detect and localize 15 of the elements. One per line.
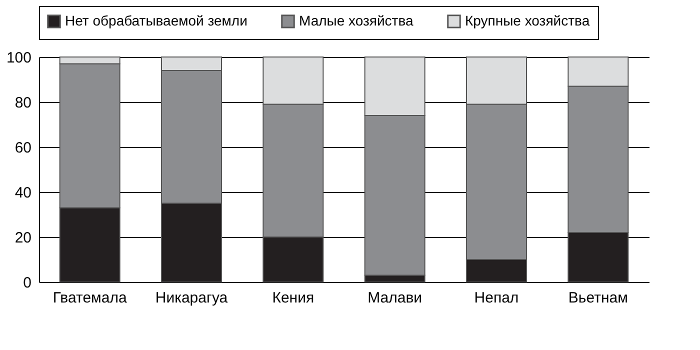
x-tick-label: Непал [474,290,519,306]
y-tick-label: 40 [14,184,32,202]
legend-label: Крупные хозяйства [465,12,590,28]
y-tick-label: 100 [6,50,32,66]
x-tick-label: Гватемала [52,290,128,306]
x-tick-label: Никарагуа [155,290,228,306]
y-tick-label: 0 [23,274,32,292]
y-tick-label: 20 [14,230,32,246]
x-tick-label: Кения [272,290,314,306]
x-tick-label: Вьетнам [568,290,628,306]
x-tick-label: Малави [368,290,422,306]
legend-label: Малые хозяйства [299,12,414,28]
y-tick-label: 80 [14,94,32,112]
y-tick-label: 60 [14,140,32,156]
legend-label: Нет обрабатываемой земли [65,12,248,28]
